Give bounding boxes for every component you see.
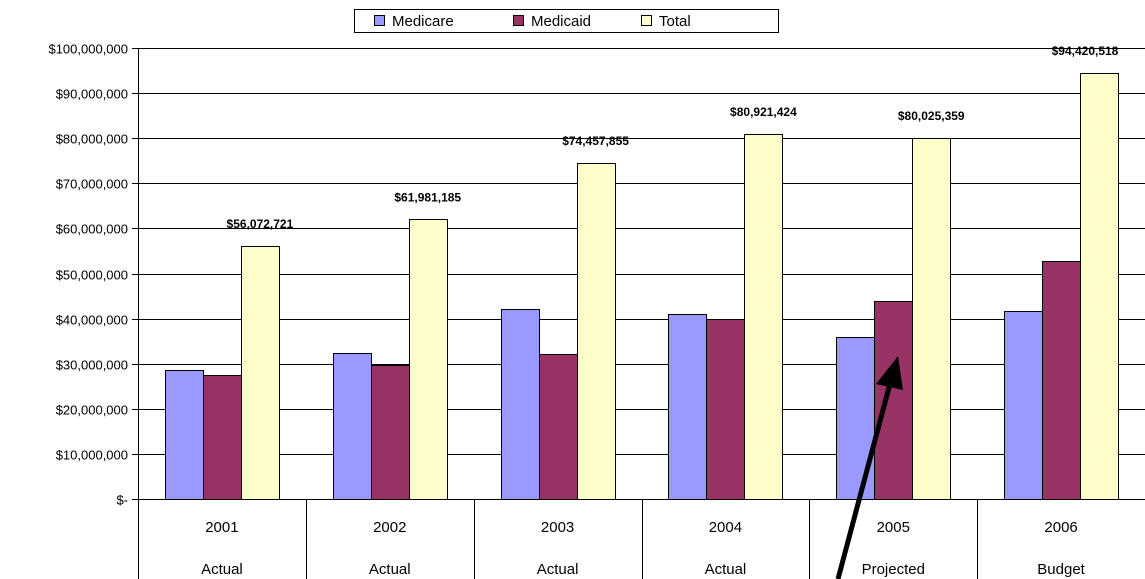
category-label: 2003 bbox=[541, 519, 574, 536]
category-label: 2004 bbox=[709, 519, 742, 536]
total-bar bbox=[744, 134, 783, 500]
total-bar bbox=[241, 246, 280, 500]
category-sublabel: Actual bbox=[537, 561, 579, 578]
total-data-label: $56,072,721 bbox=[227, 217, 294, 231]
medicaid-bar bbox=[1042, 261, 1081, 500]
total-data-label: $80,921,424 bbox=[730, 105, 797, 119]
y-tick-label: $40,000,000 bbox=[56, 313, 128, 328]
medicaid-bar bbox=[539, 354, 578, 500]
y-tick-label: $10,000,000 bbox=[56, 448, 128, 463]
category-label: 2006 bbox=[1044, 519, 1077, 536]
medicare-bar bbox=[836, 337, 875, 500]
legend-item-medicare-label: Medicare bbox=[392, 13, 454, 30]
y-tick-label: $60,000,000 bbox=[56, 222, 128, 237]
total-bar bbox=[1080, 73, 1119, 500]
y-tick-label: $90,000,000 bbox=[56, 87, 128, 102]
total-data-label: $61,981,185 bbox=[394, 190, 461, 204]
legend-item-medicaid-swatch bbox=[513, 15, 524, 26]
legend-item-total-label: Total bbox=[659, 13, 691, 30]
category-label: 2001 bbox=[205, 519, 238, 536]
category-sublabel: Projected bbox=[862, 561, 925, 578]
category-label: 2002 bbox=[373, 519, 406, 536]
annotation-arrow-shaft bbox=[835, 379, 894, 579]
medicaid-bar bbox=[874, 301, 913, 500]
y-tick-label: $70,000,000 bbox=[56, 177, 128, 192]
y-tick-label: $20,000,000 bbox=[56, 403, 128, 418]
category-sublabel: Actual bbox=[705, 561, 747, 578]
medicare-bar bbox=[1004, 311, 1043, 500]
medicaid-bar bbox=[706, 319, 745, 500]
medicare-bar bbox=[668, 314, 707, 500]
total-bar bbox=[409, 219, 448, 500]
y-tick-label: $80,000,000 bbox=[56, 132, 128, 147]
y-tick-label: $- bbox=[116, 493, 128, 508]
total-data-label: $80,025,359 bbox=[898, 109, 965, 123]
category-sublabel: Actual bbox=[201, 561, 243, 578]
annotation-arrow-head bbox=[876, 356, 903, 390]
legend-item-medicaid-label: Medicaid bbox=[531, 13, 591, 30]
legend-item-medicare-swatch bbox=[374, 15, 385, 26]
legend-item-total-swatch bbox=[641, 15, 652, 26]
total-bar bbox=[577, 163, 616, 500]
total-data-label: $74,457,855 bbox=[562, 134, 629, 148]
medicare-bar bbox=[165, 370, 204, 500]
legend-box bbox=[354, 9, 779, 33]
category-label: 2005 bbox=[877, 519, 910, 536]
medicaid-bar bbox=[203, 375, 242, 500]
category-sublabel: Budget bbox=[1037, 561, 1085, 578]
medicaid-bar bbox=[371, 365, 410, 500]
y-tick-label: $100,000,000 bbox=[48, 42, 128, 57]
y-tick-label: $30,000,000 bbox=[56, 358, 128, 373]
total-data-label: $94,420,518 bbox=[1052, 44, 1119, 58]
medicare-bar bbox=[333, 353, 372, 500]
total-bar bbox=[912, 138, 951, 500]
category-sublabel: Actual bbox=[369, 561, 411, 578]
y-tick-label: $50,000,000 bbox=[56, 268, 128, 283]
medicare-bar bbox=[501, 309, 540, 500]
